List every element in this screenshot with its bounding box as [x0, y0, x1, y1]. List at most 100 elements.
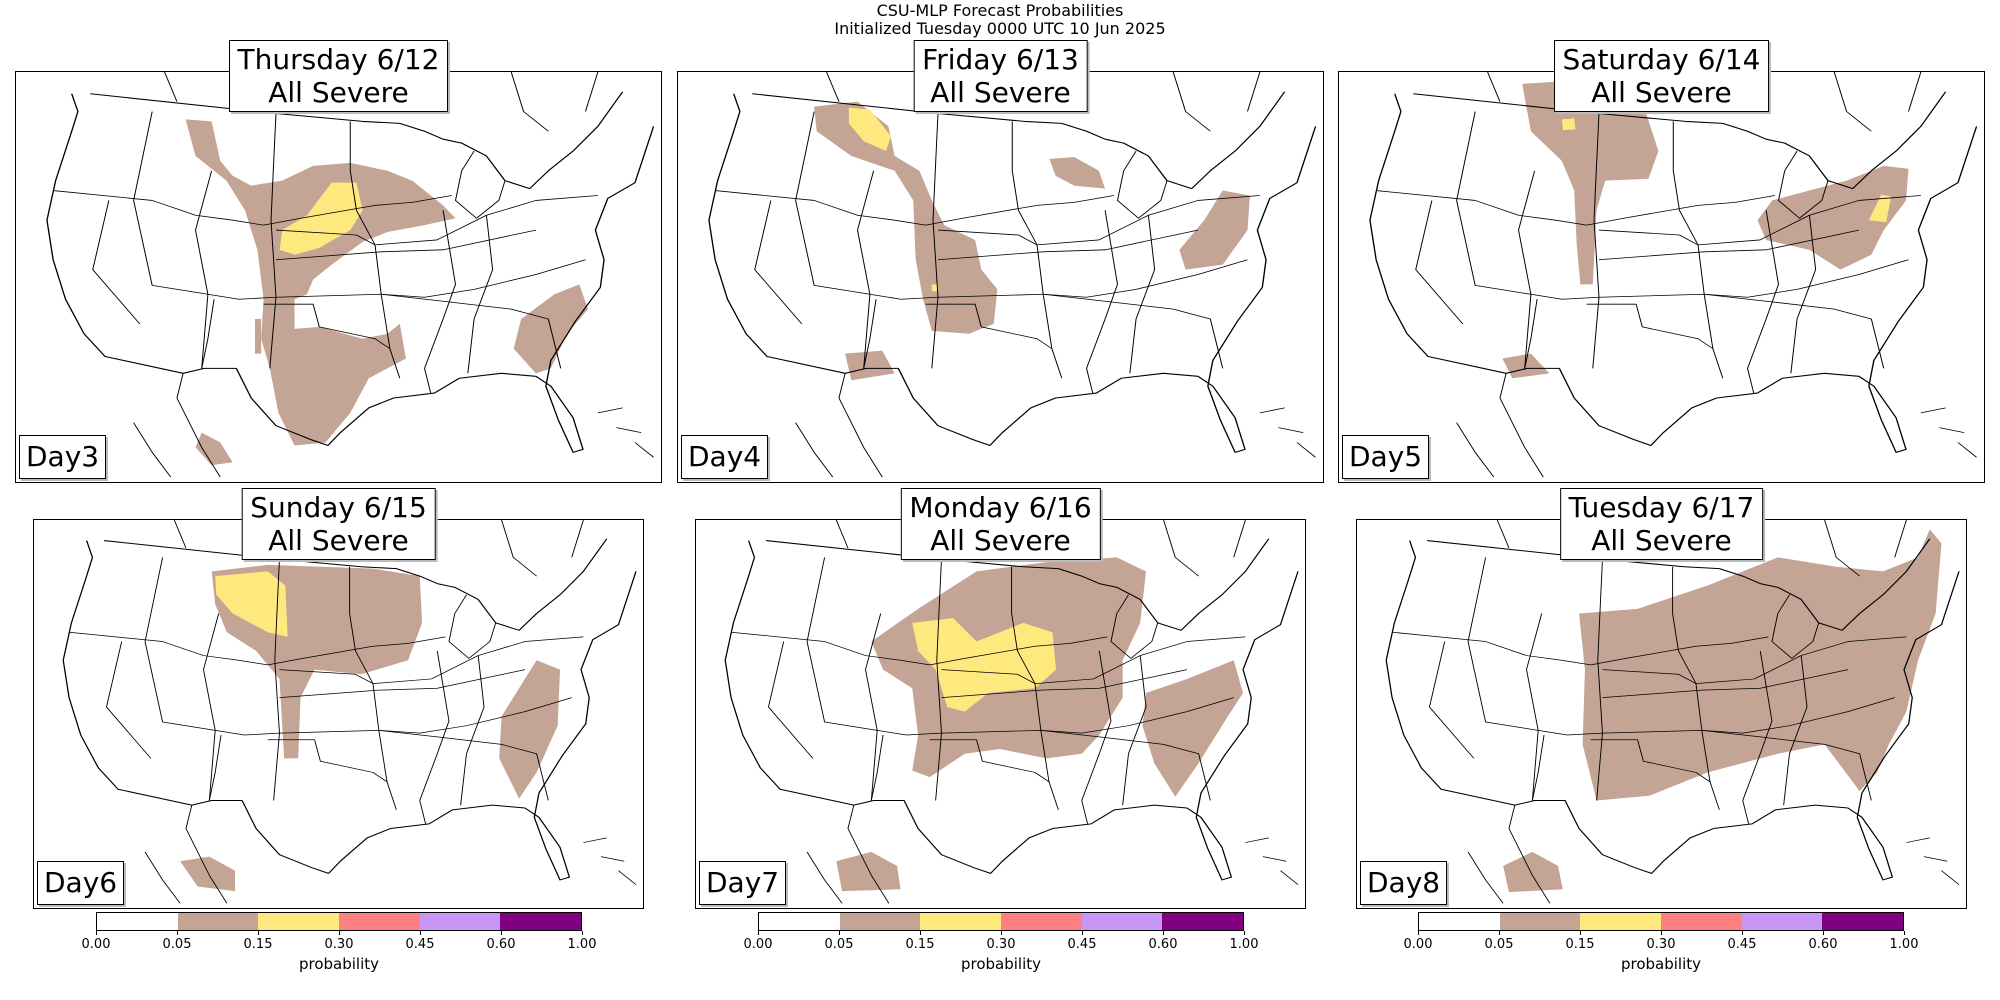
colorbar-tick-mark: [1742, 931, 1743, 935]
map-panel-day7: Monday 6/16 All Severe Day7: [695, 488, 1306, 909]
day-label: Day5: [1342, 435, 1430, 479]
probability-area-0.15-0.30: [1561, 118, 1576, 131]
colorbar-segment: [1081, 913, 1163, 930]
map-panel-day6: Sunday 6/15 All Severe Day6: [33, 488, 644, 909]
probability-area-0.05-0.15: [845, 350, 895, 381]
colorbar-tick-label: 0.05: [162, 937, 192, 952]
panel-hazard: All Severe: [930, 524, 1071, 557]
colorbar-segment: [759, 913, 840, 930]
map-panel-day8: Tuesday 6/17 All Severe Day8: [1356, 488, 1967, 909]
probability-area-0.05-0.15: [1503, 851, 1563, 893]
figure-title: CSU-MLP Forecast Probabilities: [876, 1, 1124, 20]
panel-title: Saturday 6/14 All Severe: [1553, 40, 1770, 112]
colorbar-tick-mark: [1418, 931, 1419, 935]
panel-title: Tuesday 6/17 All Severe: [1559, 488, 1764, 560]
us-map: [708, 72, 1317, 478]
probability-area-0.15-0.30: [279, 182, 363, 255]
panel-title: Monday 6/16 All Severe: [900, 488, 1101, 560]
colorbar-tick-label: 1.00: [1229, 937, 1259, 952]
colorbar-segment: [1000, 913, 1082, 930]
map-panel-day4: Friday 6/13 All Severe Day4: [677, 40, 1324, 483]
map-panel-day3: Thursday 6/12 All Severe Day3: [15, 40, 662, 483]
colorbar-label: probability: [1620, 955, 1702, 973]
colorbar-tick-label: 1.00: [567, 937, 597, 952]
probability-area-0.05-0.15: [1142, 660, 1244, 797]
colorbar-segment: [177, 913, 259, 930]
colorbar-tick-mark: [839, 931, 840, 935]
probability-area-0.05-0.15: [1179, 190, 1250, 270]
panel-title: Sunday 6/15 All Severe: [241, 488, 436, 560]
colorbar-tick-mark: [339, 931, 340, 935]
colorbar-segment: [419, 913, 501, 930]
colorbar: [1418, 912, 1904, 931]
panel-hazard: All Severe: [930, 76, 1071, 109]
colorbar-tick-label: 0.30: [1646, 937, 1676, 952]
probability-area-0.15-0.30: [912, 618, 1057, 712]
colorbar-tick-label: 0.05: [1484, 937, 1514, 952]
colorbar-tick-label: 0.45: [1727, 937, 1757, 952]
colorbar-tick-label: 0.60: [1808, 937, 1838, 952]
colorbar-tick-mark: [501, 931, 502, 935]
panel-title: Thursday 6/12 All Severe: [228, 40, 449, 112]
probability-area-0.15-0.30: [215, 571, 288, 637]
day-label: Day6: [37, 861, 125, 905]
colorbar-tick-mark: [758, 931, 759, 935]
colorbar-segment: [1419, 913, 1500, 930]
panel-title: Friday 6/13 All Severe: [913, 40, 1088, 112]
probability-area-0.05-0.15: [180, 856, 236, 892]
us-map: [62, 520, 637, 904]
panel-hazard: All Severe: [268, 524, 409, 557]
colorbar-tick-mark: [1082, 931, 1083, 935]
probability-area-0.05-0.15: [1579, 529, 1942, 801]
panel-hazard: All Severe: [1591, 76, 1732, 109]
colorbar-tick-label: 0.00: [743, 937, 773, 952]
colorbar-tick-label: 0.30: [324, 937, 354, 952]
colorbar-tick-label: 0.45: [405, 937, 435, 952]
map-panel-day5: Saturday 6/14 All Severe Day5: [1338, 40, 1985, 483]
colorbar-segment: [920, 913, 1001, 930]
probability-area-0.05-0.15: [1502, 353, 1550, 379]
colorbar-tick-label: 0.00: [81, 937, 111, 952]
state-borders: [708, 72, 1317, 478]
day-label: Day4: [681, 435, 769, 479]
colorbar-tick-label: 0.00: [1403, 937, 1433, 952]
colorbar-tick-label: 0.05: [824, 937, 854, 952]
day-label: Day8: [1360, 861, 1448, 905]
state-borders: [62, 520, 637, 904]
probability-area-0.05-0.15: [254, 318, 262, 354]
probability-area-0.05-0.15: [1049, 156, 1106, 189]
probability-area-0.05-0.15: [814, 101, 998, 334]
probability-area-0.15-0.30: [1868, 194, 1892, 223]
colorbar-tick-mark: [258, 931, 259, 935]
colorbar-tick-label: 0.60: [1148, 937, 1178, 952]
colorbar-segment: [1499, 913, 1581, 930]
colorbar-tick-label: 0.15: [1565, 937, 1595, 952]
us-map: [724, 520, 1299, 904]
colorbar-segment: [1660, 913, 1742, 930]
us-map: [1369, 72, 1978, 478]
colorbar-tick-mark: [1580, 931, 1581, 935]
colorbar-tick-mark: [1661, 931, 1662, 935]
probability-area-0.15-0.30: [931, 284, 938, 292]
colorbar-tick-mark: [96, 931, 97, 935]
colorbar-tick-mark: [1904, 931, 1905, 935]
probability-area-0.05-0.15: [499, 660, 561, 799]
panel-date: Saturday 6/14: [1562, 43, 1761, 76]
colorbar-segment: [1741, 913, 1823, 930]
colorbar-tick-label: 0.15: [243, 937, 273, 952]
probability-area-0.15-0.30: [848, 107, 891, 152]
state-borders: [46, 72, 655, 478]
figure-subtitle: Initialized Tuesday 0000 UTC 10 Jun 2025: [834, 19, 1166, 38]
colorbar-tick-mark: [1499, 931, 1500, 935]
colorbar-tick-mark: [920, 931, 921, 935]
probability-area-0.05-0.15: [836, 851, 901, 892]
colorbar-tick-mark: [582, 931, 583, 935]
colorbar: [758, 912, 1244, 931]
colorbar-tick-label: 0.45: [1067, 937, 1097, 952]
colorbar-tick-label: 0.15: [905, 937, 935, 952]
probability-area-0.05-0.15: [195, 432, 233, 466]
day-label: Day3: [19, 435, 107, 479]
colorbar-tick-mark: [420, 931, 421, 935]
colorbar: [96, 912, 582, 931]
us-map: [1385, 520, 1960, 904]
